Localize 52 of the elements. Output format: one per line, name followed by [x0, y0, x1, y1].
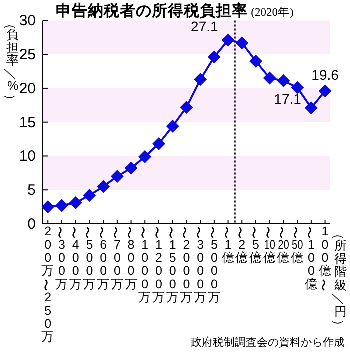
- point: [180, 100, 194, 114]
- data-label: 17.1: [274, 91, 302, 108]
- category-label: 200万〜250万: [38, 224, 55, 344]
- y-tick-label: 10: [19, 148, 36, 166]
- point: [97, 180, 110, 194]
- point: [250, 54, 262, 68]
- point: [166, 120, 180, 133]
- x-tick-label: 〜800万: [122, 226, 138, 292]
- chart-subtitle: (2020年): [251, 6, 294, 19]
- x-tick-label: 〜300万: [52, 226, 68, 292]
- point: [304, 102, 318, 115]
- x-tick-label: 〜5000万: [204, 226, 221, 305]
- point: [138, 150, 152, 164]
- y-tick-label: 20: [19, 80, 36, 98]
- point: [208, 50, 221, 64]
- y-tick-label: 5: [28, 182, 36, 200]
- point: [236, 36, 249, 50]
- data-label: 19.6: [312, 67, 340, 84]
- point: [318, 84, 332, 98]
- y-tick-label: 30: [19, 12, 36, 30]
- point: [110, 170, 124, 184]
- x-tick-label: 〜1000万: [136, 226, 152, 305]
- x-tick-label: 〜1500万: [163, 226, 180, 305]
- y-tick-label: 25: [19, 46, 36, 64]
- point: [194, 73, 208, 86]
- x-tick-label: 〜500万: [80, 226, 96, 292]
- x-axis-title: （所得階級／円）: [332, 227, 348, 333]
- x-tick-label: 〜1200万: [149, 226, 166, 305]
- point: [152, 138, 166, 151]
- point: [291, 81, 304, 94]
- y-tick-label: 15: [19, 114, 36, 132]
- x-tick-label: 〜3000万: [191, 226, 208, 305]
- x-tick-label: 〜50億: [288, 226, 306, 265]
- text: 政府税制調査会の資料から作成: [191, 336, 345, 349]
- x-tick-label: 〜1億: [218, 226, 235, 265]
- point: [222, 34, 235, 47]
- point: [69, 196, 82, 210]
- x-tick-label: 〜400万: [66, 226, 82, 292]
- point: [42, 200, 55, 214]
- x-tick-label: 〜5億: [246, 226, 262, 265]
- x-tick-label: 〜700万: [108, 226, 124, 292]
- point: [83, 189, 96, 202]
- point: [55, 199, 68, 212]
- point: [263, 72, 276, 85]
- point: [277, 74, 290, 88]
- x-tick-label: 〜600万: [94, 226, 110, 292]
- y-tick-label: 0: [28, 216, 36, 233]
- y-axis-title: （負担率／%）: [4, 17, 20, 108]
- chart-title: 申告納税者の所得税負担率: [56, 2, 248, 20]
- point: [124, 162, 138, 175]
- x-tick-label: 〜2000万: [177, 226, 194, 305]
- data-label: 27.1: [191, 18, 218, 34]
